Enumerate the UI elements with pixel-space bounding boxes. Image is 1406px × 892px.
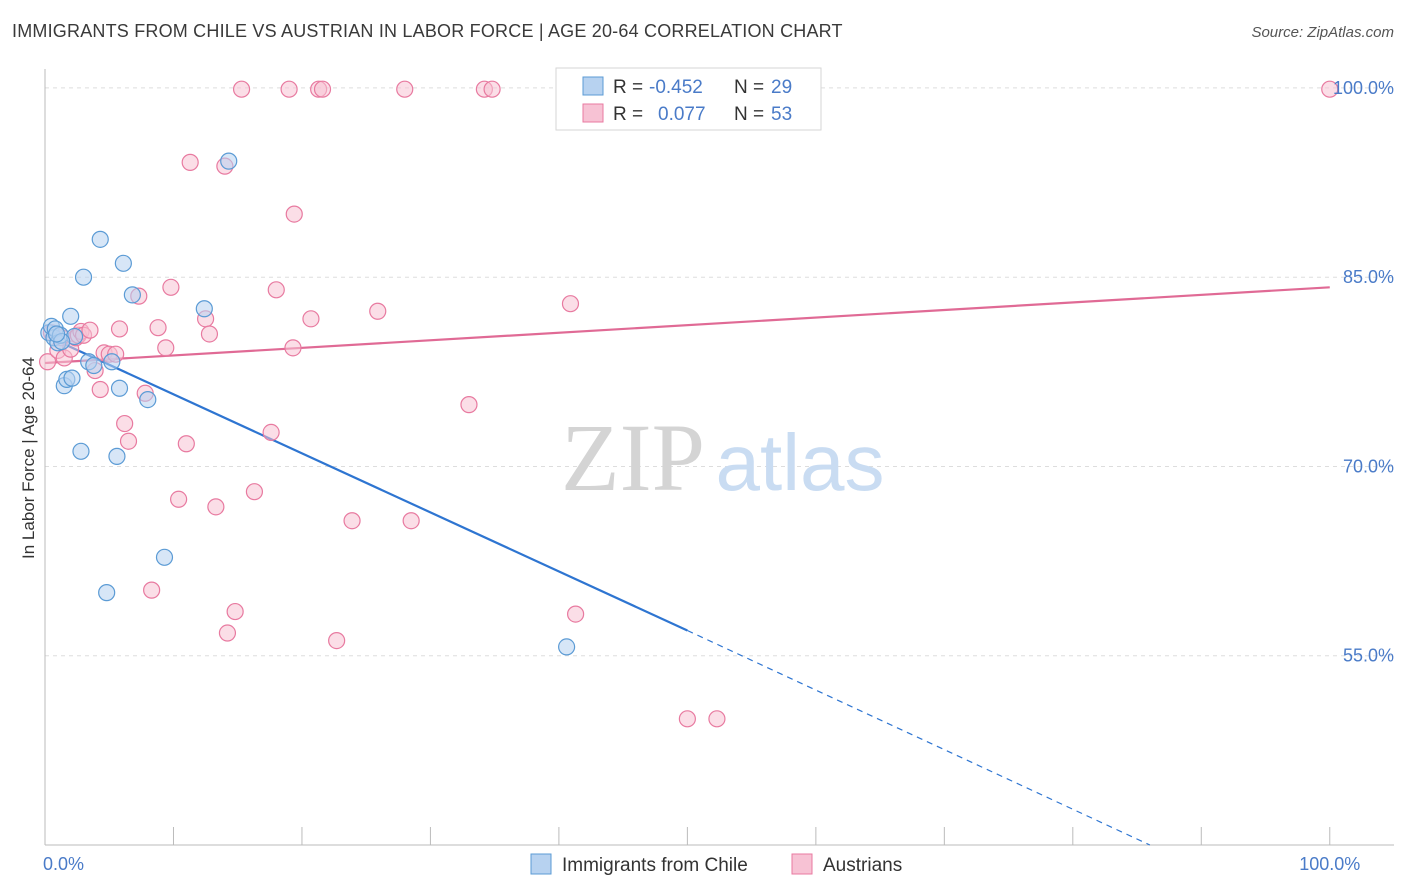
data-point-austrians (708, 710, 726, 728)
trend-lines (44, 286, 1330, 846)
x-tick-label: 0.0% (43, 854, 84, 874)
trend-line-chile (44, 334, 688, 632)
data-point-austrians (328, 631, 346, 650)
data-point-austrians (567, 605, 585, 623)
y-tick-label: 55.0% (1343, 646, 1394, 666)
y-axis-label: In Labor Force | Age 20-64 (19, 357, 38, 559)
data-point-chile (558, 638, 576, 656)
legend-n-value-2: 53 (771, 104, 792, 125)
data-point-austrians (149, 319, 167, 337)
data-points (38, 80, 1339, 728)
data-point-chile (220, 152, 238, 170)
trend-line-austrians (44, 286, 1330, 365)
data-point-austrians (200, 325, 219, 343)
bottom-legend-swatch-chile (530, 853, 552, 875)
data-point-chile (114, 254, 132, 272)
trend-line-chile-extension (687, 629, 1151, 846)
bottom-legend-swatch-austrians (791, 853, 813, 875)
data-point-austrians (38, 353, 57, 371)
data-point-austrians (402, 512, 420, 530)
legend-n-label-2: N = (734, 104, 764, 125)
data-point-chile (123, 286, 141, 304)
y-tick-label: 70.0% (1343, 456, 1394, 476)
legend-n-value-1: 29 (771, 77, 792, 98)
watermark-atlas: atlas (716, 418, 885, 507)
data-point-chile (155, 548, 174, 566)
y-tick-label: 85.0% (1343, 267, 1394, 287)
data-point-austrians (284, 339, 302, 357)
legend-n-label-1: N = (734, 77, 764, 98)
data-point-austrians (396, 80, 414, 98)
legend-r-label-2: R = (613, 104, 643, 125)
legend-r-value-1: -0.452 (649, 77, 703, 98)
data-point-chile (103, 353, 121, 371)
data-point-austrians (262, 423, 280, 441)
data-point-chile (110, 379, 129, 397)
data-point-austrians (162, 278, 180, 296)
data-point-austrians (177, 435, 195, 453)
data-point-austrians (285, 205, 303, 223)
gridlines (45, 87, 1394, 657)
data-point-austrians (245, 483, 264, 501)
bottom-legend-chile: Immigrants from Chile (562, 855, 748, 876)
watermark: ZIP atlas (561, 404, 884, 511)
data-point-austrians (157, 339, 175, 357)
data-point-austrians (116, 414, 134, 433)
legend-swatch-chile (582, 76, 604, 96)
data-point-chile (98, 584, 116, 602)
data-point-austrians (181, 153, 199, 171)
data-point-austrians (280, 80, 298, 98)
data-point-austrians (678, 710, 696, 728)
data-point-austrians (267, 281, 285, 299)
data-point-austrians (143, 581, 161, 599)
legend-swatch-austrians (582, 103, 604, 123)
source-label: Source: ZipAtlas.com (1251, 24, 1394, 41)
data-point-austrians (91, 380, 109, 399)
data-point-chile (139, 390, 157, 409)
y-tick-label: 100.0% (1333, 78, 1394, 98)
data-point-austrians (119, 432, 138, 450)
data-point-chile (63, 369, 81, 387)
data-point-chile (74, 268, 93, 286)
watermark-zip: ZIP (561, 404, 705, 511)
data-point-austrians (218, 624, 237, 642)
data-point-austrians (460, 396, 478, 414)
axes (44, 69, 1394, 846)
legend: R = -0.452 N = 29 R = 0.077 N = 53 (555, 67, 822, 131)
bottom-legend-austrians: Austrians (823, 855, 902, 876)
data-point-austrians (343, 512, 361, 530)
data-point-chile (47, 325, 66, 343)
data-point-austrians (313, 80, 332, 98)
data-point-austrians (110, 320, 129, 338)
data-point-chile (195, 300, 213, 318)
x-tick-label: 100.0% (1299, 854, 1360, 874)
data-point-chile (108, 447, 126, 465)
chart-title: IMMIGRANTS FROM CHILE VS AUSTRIAN IN LAB… (12, 21, 843, 41)
data-point-austrians (1321, 80, 1339, 98)
data-point-austrians (170, 490, 188, 508)
bottom-legend: Immigrants from Chile Austrians (530, 853, 902, 876)
data-point-chile (85, 356, 103, 375)
legend-r-value-2: 0.077 (658, 104, 706, 125)
data-point-austrians (561, 295, 580, 313)
x-tick-labels: 0.0% 100.0% (43, 854, 1360, 874)
data-point-chile (62, 307, 80, 325)
data-point-austrians (302, 310, 320, 328)
data-point-austrians (207, 498, 225, 516)
data-point-austrians (369, 302, 387, 320)
data-point-austrians (232, 80, 251, 98)
data-point-chile (91, 230, 109, 248)
data-point-austrians (81, 321, 99, 339)
y-tick-labels: 55.0% 70.0% 85.0% 100.0% (1333, 78, 1394, 666)
legend-r-label-1: R = (613, 77, 643, 98)
data-point-chile (72, 442, 90, 460)
data-point-austrians (226, 602, 244, 621)
data-point-austrians (483, 80, 501, 98)
